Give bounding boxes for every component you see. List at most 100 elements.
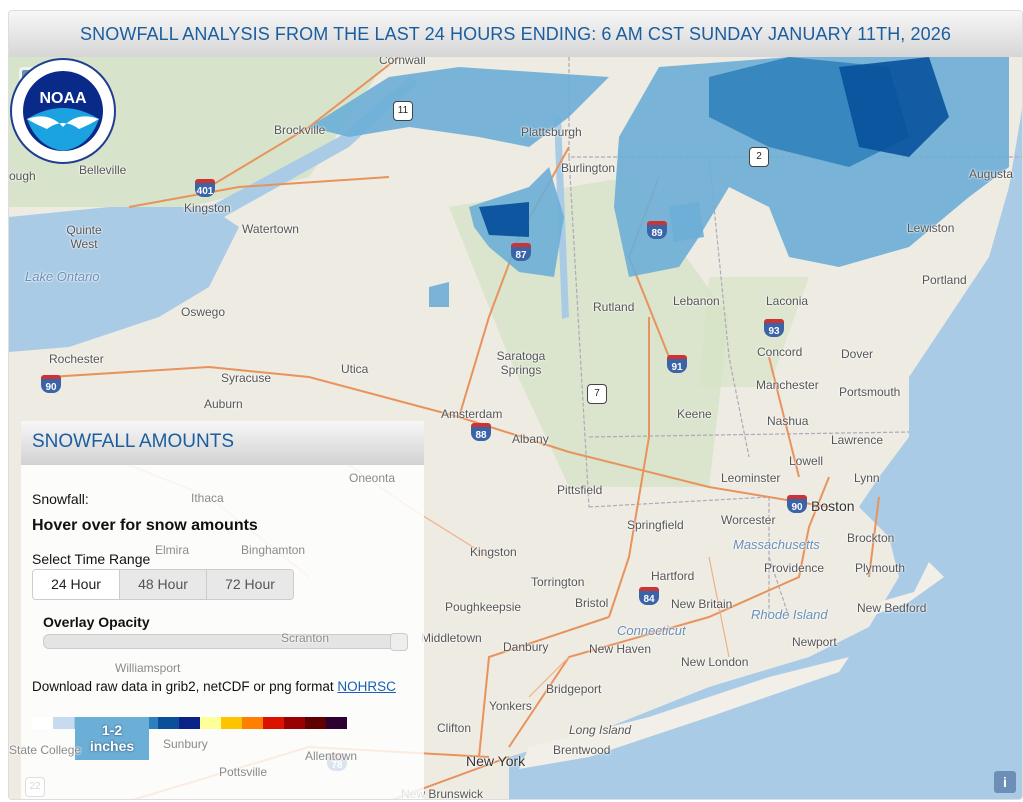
map-label: Lawrence (831, 433, 884, 447)
legend-swatch[interactable] (263, 717, 284, 729)
map-label: Worcester (721, 513, 776, 527)
map-label: New Britain (671, 597, 733, 611)
panel-title: SNOWFALL AMOUNTS (21, 421, 424, 465)
snow-area (669, 202, 704, 242)
legend-swatch[interactable] (326, 717, 347, 729)
snowfall-overlay (309, 57, 1009, 307)
map-label: Manchester (756, 378, 819, 392)
long-island (519, 657, 849, 769)
legend-tip-unit: inches (89, 738, 135, 754)
river (209, 77, 419, 217)
map-label: Yonkers (489, 699, 532, 713)
route-shield: 91 (667, 355, 687, 373)
legend-swatch[interactable] (158, 717, 179, 729)
legend-swatch[interactable] (179, 717, 200, 729)
map-label: Springfield (627, 518, 684, 532)
legend-swatch[interactable] (221, 717, 242, 729)
route-shield: 401 (195, 179, 215, 197)
map-label: ough (9, 169, 36, 183)
map-label: Kingston (184, 201, 231, 215)
lake-ontario (9, 207, 239, 352)
map-label: Pottsville (219, 765, 268, 779)
legend-swatch[interactable] (53, 717, 74, 729)
info-button[interactable]: i (994, 771, 1016, 793)
time-range-48h-button[interactable]: 48 Hour (119, 570, 206, 599)
map-label: Auburn (204, 397, 243, 411)
map-label: Scranton (281, 631, 330, 645)
atlantic-ocean (509, 109, 1022, 799)
map-label: Williamsport (115, 661, 181, 675)
map-label: Lowell (789, 454, 824, 468)
noaa-logo: NOAA (10, 58, 116, 164)
time-range-group: 24 Hour 48 Hour 72 Hour (32, 569, 294, 600)
map-label: Elmira (155, 543, 190, 557)
legend-swatch[interactable] (284, 717, 305, 729)
map-label: Poughkeepsie (445, 600, 522, 614)
time-range-72h-button[interactable]: 72 Hour (206, 570, 293, 599)
page-title: SNOWFALL ANALYSIS FROM THE LAST 24 HOURS… (80, 23, 951, 44)
map-label: Lewiston (907, 221, 955, 235)
route-shield: 84 (639, 587, 659, 605)
route-shield: 2 (749, 147, 769, 167)
route-shield: 11 (393, 101, 413, 121)
app-frame: SNOWFALL ANALYSIS FROM THE LAST 24 HOURS… (8, 10, 1023, 800)
route-shield: 90 (41, 375, 61, 393)
map[interactable]: Cornwall Brockville Belleville Kingston … (9, 57, 1022, 799)
legend-swatch[interactable] (32, 717, 53, 729)
map-label: Burlington (561, 161, 616, 175)
map-label: Saratoga Springs (496, 349, 546, 377)
route-shield: 88 (471, 423, 491, 441)
map-label: New Haven (589, 642, 652, 656)
map-label: Watertown (242, 222, 299, 236)
map-label: New London (681, 655, 749, 669)
legend-swatch[interactable] (200, 717, 221, 729)
map-label: Newport (792, 635, 837, 649)
region-label: Connecticut (617, 623, 686, 638)
route-shield: 7 (587, 384, 607, 404)
map-label: Laconia (766, 294, 809, 308)
water-label: Lake Ontario (25, 269, 100, 284)
cape-cod (869, 562, 944, 617)
opacity-slider[interactable] (43, 633, 408, 651)
map-label: Keene (677, 407, 712, 421)
region-label: Massachusetts (733, 537, 820, 552)
nohrsc-link[interactable]: NOHRSC (337, 679, 396, 694)
map-label: Brockton (847, 531, 895, 545)
opacity-slider-thumb[interactable] (390, 633, 408, 651)
time-range-24h-button[interactable]: 24 Hour (33, 570, 119, 599)
snow-area (429, 282, 449, 307)
map-label: Middletown (421, 631, 482, 645)
map-label: Allentown (305, 749, 358, 763)
route-shield: 87 (511, 243, 531, 261)
map-label: Clifton (437, 721, 472, 735)
map-label: Providence (764, 561, 825, 575)
map-label: Bridgeport (546, 682, 602, 696)
map-label: Danbury (503, 640, 549, 654)
region-label: Rhode Island (751, 607, 828, 622)
map-label: Augusta (969, 167, 1014, 181)
region-label: Long Island (569, 723, 632, 737)
map-label: Pittsfield (557, 483, 603, 497)
map-label: New Bedford (857, 601, 927, 615)
map-label: Lynn (854, 471, 880, 485)
map-label: Ithaca (191, 491, 224, 505)
download-text: Download raw data in grib2, netCDF or pn… (32, 679, 413, 694)
snow-area (479, 202, 529, 237)
map-label: Portland (922, 273, 967, 287)
route-shield: 90 (787, 495, 807, 513)
map-label: Cornwall (379, 57, 426, 67)
map-label: Leominster (721, 471, 781, 485)
map-label: Kingston (470, 545, 517, 559)
map-label: Hartford (651, 569, 695, 583)
page-header: SNOWFALL ANALYSIS FROM THE LAST 24 HOURS… (9, 11, 1022, 57)
map-label: Boston (811, 498, 855, 514)
legend-tip-range: 1-2 (101, 722, 123, 738)
legend-swatch[interactable] (305, 717, 326, 729)
map-label: Rochester (49, 352, 104, 366)
map-label: State College (9, 743, 82, 757)
map-label: Utica (341, 362, 369, 376)
map-label: Brentwood (553, 743, 611, 757)
legend-swatch[interactable] (242, 717, 263, 729)
svg-text:NOAA: NOAA (39, 90, 87, 107)
legend-tooltip: 1-2 inches (75, 717, 149, 760)
